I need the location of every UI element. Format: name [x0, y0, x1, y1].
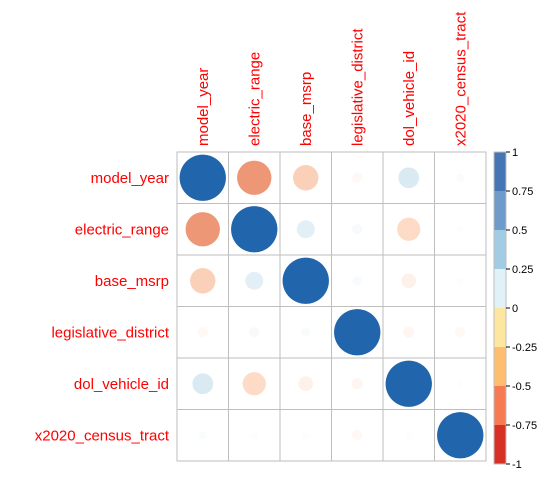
correlation-circle-base_msrp-electric_range: [245, 271, 264, 290]
correlation-circle-x2020_census_tract-x2020_census_tract: [437, 412, 484, 459]
legend-tick-label: -0.75: [512, 420, 537, 432]
correlation-circle-x2020_census_tract-model_year: [198, 431, 207, 440]
legend-color-step: [494, 191, 506, 231]
correlation-circle-model_year-dol_vehicle_id: [398, 167, 420, 189]
correlation-circle-legislative_district-x2020_census_tract: [455, 327, 466, 338]
correlation-circle-model_year-x2020_census_tract: [456, 173, 465, 182]
column-label: x2020_census_tract: [452, 11, 469, 146]
column-label: base_msrp: [298, 72, 315, 146]
plot-grid: [176, 151, 487, 462]
correlation-circle-dol_vehicle_id-electric_range: [242, 372, 266, 396]
correlation-circle-electric_range-electric_range: [231, 206, 278, 253]
legend-color-step: [494, 152, 506, 192]
correlation-circle-dol_vehicle_id-model_year: [192, 373, 214, 395]
row-label: legislative_district: [51, 324, 169, 341]
correlation-circle-legislative_district-base_msrp: [301, 327, 311, 337]
column-labels: model_year electric_range base_msrp legisla…: [195, 11, 470, 146]
column-label: dol_vehicle_id: [401, 51, 418, 146]
correlation-circle-electric_range-legislative_district: [352, 224, 363, 235]
correlation-circle-x2020_census_tract-electric_range: [250, 431, 258, 439]
legend-tick-label: 0: [512, 303, 518, 315]
legend-tick-label: 1: [512, 147, 518, 159]
correlation-circle-base_msrp-dol_vehicle_id: [401, 273, 417, 289]
legend-tick-label: -0.25: [512, 342, 537, 354]
correlation-circle-x2020_census_tract-legislative_district: [352, 430, 363, 441]
color-legend: 1 0.75 0.5 0.25 0 -0.25 -0.5 -0.75 -1: [493, 147, 537, 471]
correlation-circle-legislative_district-dol_vehicle_id: [403, 326, 415, 338]
legend-tick-label: -0.5: [512, 381, 531, 393]
correlation-circle-electric_range-x2020_census_tract: [456, 225, 464, 233]
legend-tick-label: 0.5: [512, 225, 527, 237]
correlation-circle-electric_range-base_msrp: [296, 220, 315, 239]
column-label: legislative_district: [349, 28, 366, 146]
column-label: model_year: [195, 68, 212, 146]
correlation-circle-dol_vehicle_id-x2020_census_tract: [456, 380, 464, 388]
legend-tick-label: 0.25: [512, 264, 533, 276]
row-label: electric_range: [75, 221, 169, 238]
row-labels: model_year electric_range base_msrplegisla…: [35, 170, 170, 445]
legend-color-step: [494, 230, 506, 270]
correlation-circle-x2020_census_tract-dol_vehicle_id: [405, 431, 413, 439]
correlation-circle-dol_vehicle_id-dol_vehicle_id: [385, 360, 432, 407]
row-label: dol_vehicle_id: [74, 376, 169, 393]
row-label: x2020_census_tract: [35, 427, 170, 444]
correlation-circle-model_year-electric_range: [237, 160, 272, 195]
correlation-circle-model_year-legislative_district: [352, 172, 363, 183]
correlation-circle-legislative_district-electric_range: [249, 327, 260, 338]
correlation-circle-electric_range-dol_vehicle_id: [397, 217, 421, 241]
correlation-circle-model_year-model_year: [179, 154, 226, 201]
column-label: electric_range: [246, 52, 263, 146]
legend-color-step: [494, 347, 506, 387]
correlation-circle-base_msrp-legislative_district: [352, 276, 362, 286]
correlation-circle-x2020_census_tract-base_msrp: [302, 431, 310, 439]
legend-color-step: [494, 386, 506, 426]
legend-color-step: [494, 308, 506, 348]
correlation-circle-electric_range-model_year: [185, 212, 220, 247]
legend-color-step: [494, 425, 506, 465]
correlation-circle-dol_vehicle_id-base_msrp: [298, 376, 314, 392]
correlation-circle-base_msrp-x2020_census_tract: [456, 277, 464, 285]
correlation-circle-model_year-base_msrp: [293, 165, 319, 191]
correlation-circle-base_msrp-model_year: [190, 268, 216, 294]
correlation-circle-base_msrp-base_msrp: [282, 257, 329, 304]
correlation-circle-legislative_district-model_year: [197, 327, 208, 338]
correlation-circle-legislative_district-legislative_district: [334, 309, 381, 356]
legend-tick-label: -1: [512, 459, 522, 471]
correlation-circles: [179, 154, 484, 459]
correlation-circle-dol_vehicle_id-legislative_district: [351, 378, 363, 390]
row-label: model_year: [91, 170, 169, 187]
row-label: base_msrp: [95, 273, 169, 290]
legend-color-step: [494, 269, 506, 309]
legend-tick-label: 0.75: [512, 186, 533, 198]
